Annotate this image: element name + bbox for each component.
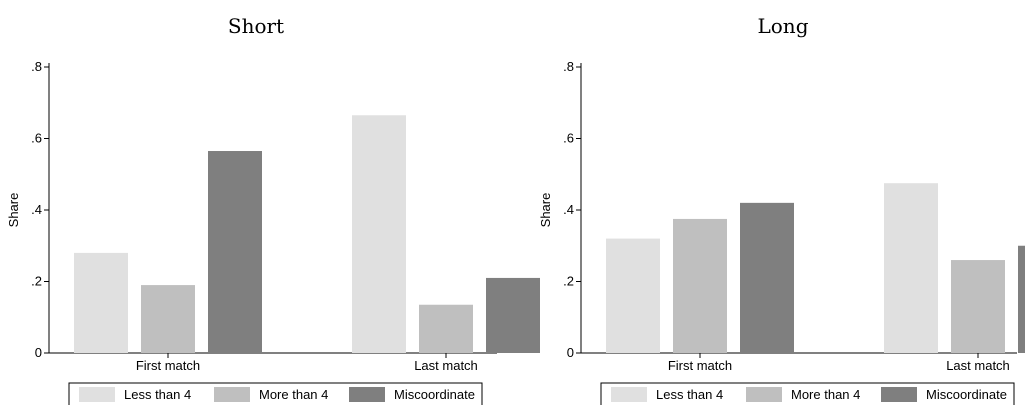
bar: [141, 285, 195, 353]
y-axis-label: Share: [538, 193, 553, 228]
x-tick-label: First match: [136, 358, 200, 373]
bar: [884, 183, 938, 353]
legend-swatch: [79, 387, 115, 402]
legend-label: Miscoordinate: [926, 387, 1007, 402]
y-tick-label: .2: [563, 274, 574, 289]
y-tick-label: .6: [31, 131, 42, 146]
legend-swatch: [214, 387, 250, 402]
x-tick-label: Last match: [414, 358, 478, 373]
bar: [352, 115, 406, 353]
legend-label: Less than 4: [656, 387, 723, 402]
bar: [740, 202, 794, 353]
chart-title: Long: [757, 14, 808, 38]
legend-swatch: [611, 387, 647, 402]
legend-swatch: [881, 387, 917, 402]
bar: [486, 277, 540, 353]
y-tick-label: 0: [567, 345, 574, 360]
bar: [208, 151, 262, 353]
bar: [419, 304, 473, 353]
y-tick-label: .4: [31, 202, 42, 217]
bar: [606, 238, 660, 353]
y-tick-label: .8: [31, 59, 42, 74]
chart-title: Short: [228, 14, 284, 38]
panels: Short 0 .2 .4 .6 .8 Share First match Last match…: [6, 14, 1025, 405]
legend-swatch: [349, 387, 385, 402]
legend-label: Miscoordinate: [394, 387, 475, 402]
bar: [1018, 245, 1025, 353]
chart-panel-1: Short 0 .2 .4 .6 .8 Share First match Last match…: [6, 14, 540, 405]
legend-label: More than 4: [791, 387, 860, 402]
legend-label: Less than 4: [124, 387, 191, 402]
bar: [74, 252, 128, 353]
chart-panel-2: Long 0 .2 .4 .6 .8 Share First match Last match L…: [538, 14, 1025, 405]
y-tick-label: .8: [563, 59, 574, 74]
y-axis-label: Share: [6, 193, 21, 228]
x-tick-label: First match: [668, 358, 732, 373]
y-tick-label: .2: [31, 274, 42, 289]
bar: [673, 218, 727, 353]
y-tick-label: .4: [563, 202, 574, 217]
bar: [951, 260, 1005, 353]
y-tick-label: .6: [563, 131, 574, 146]
legend-label: More than 4: [259, 387, 328, 402]
y-tick-label: 0: [35, 345, 42, 360]
x-tick-label: Last match: [946, 358, 1010, 373]
legend-swatch: [746, 387, 782, 402]
